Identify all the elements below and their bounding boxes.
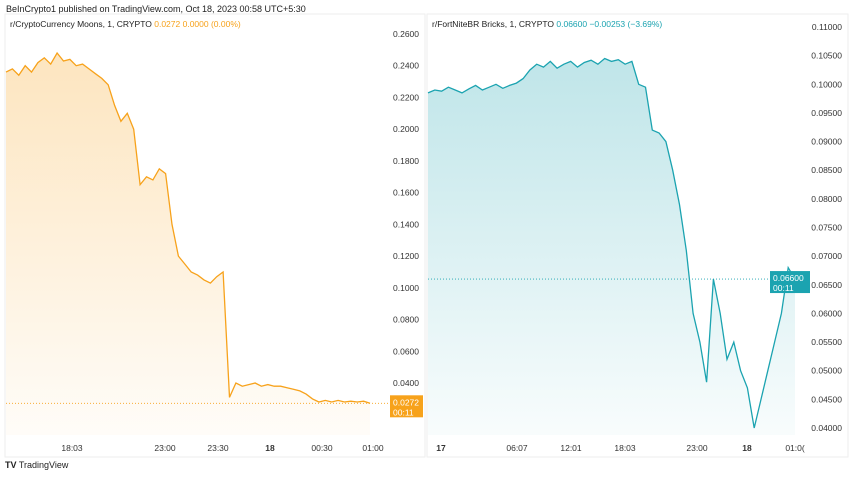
x-tick-label: 18:03 xyxy=(61,443,83,453)
y-tick-label: 0.2000 xyxy=(393,124,419,134)
price-badge-value: 0.0272 xyxy=(393,397,419,407)
y-tick-label: 0.1200 xyxy=(393,251,419,261)
x-tick-label: 01:00 xyxy=(362,443,384,453)
y-tick-label: 0.07500 xyxy=(811,223,842,233)
y-tick-label: 0.04000 xyxy=(811,423,842,433)
last-value: 0.0272 xyxy=(154,19,182,29)
y-tick-label: 0.1800 xyxy=(393,156,419,166)
y-tick-label: 0.07000 xyxy=(811,251,842,261)
x-tick-label: 23:00 xyxy=(154,443,176,453)
price-badge-countdown: 00:11 xyxy=(773,283,794,293)
x-tick-label: 01:0( xyxy=(785,443,805,453)
x-tick-label: 06:07 xyxy=(506,443,528,453)
y-tick-label: 0.2600 xyxy=(393,29,419,39)
price-badge-value: 0.06600 xyxy=(773,273,804,283)
y-tick-label: 0.2400 xyxy=(393,61,419,71)
tradingview-logo: TV TradingView xyxy=(5,460,69,470)
chart-pane-2: 0.11000 0.10500 0.10000 0.09500 0.09000 0.085… xyxy=(426,13,849,458)
y-tick-label: 0.05000 xyxy=(811,366,842,376)
x-tick-label: 12:01 xyxy=(560,443,582,453)
y-tick-label: 0.09000 xyxy=(811,137,842,147)
y-tick-label: 0.08000 xyxy=(811,194,842,204)
y-tick-label: 0.1600 xyxy=(393,188,419,198)
x-tick-label: 17 xyxy=(436,443,446,453)
y-tick-label: 0.0400 xyxy=(393,378,419,388)
price-badge xyxy=(390,395,423,418)
y-tick-label: 0.06500 xyxy=(811,280,842,290)
y-tick-label: 0.1400 xyxy=(393,219,419,229)
y-tick-label: 0.10000 xyxy=(811,79,842,89)
x-tick-label: 00:30 xyxy=(311,443,333,453)
area-fill xyxy=(428,58,795,435)
price-line xyxy=(427,57,796,429)
area-fill xyxy=(6,53,370,435)
change-value: 0.0000 (0.00%) xyxy=(183,19,241,29)
y-tick-label: 0.09500 xyxy=(811,108,842,118)
legend: r/FortNiteBR Bricks, 1, CRYPTO 0.06600 −… xyxy=(432,19,662,29)
symbol-name: r/CryptoCurrency Moons, 1, CRYPTO xyxy=(10,19,154,29)
publish-info: BeInCrypto1 published on TradingView.com… xyxy=(6,4,306,14)
y-tick-label: 0.10500 xyxy=(811,51,842,61)
y-tick-label: 0.05500 xyxy=(811,337,842,347)
y-tick-label: 0.0600 xyxy=(393,346,419,356)
x-tick-label: 18 xyxy=(742,443,752,453)
x-tick-label: 18 xyxy=(265,443,275,453)
last-value: 0.06600 xyxy=(556,19,589,29)
symbol-name: r/FortNiteBR Bricks, 1, CRYPTO xyxy=(432,19,556,29)
price-badge xyxy=(770,271,810,294)
change-value: −0.00253 (−3.69%) xyxy=(589,19,662,29)
price-line xyxy=(5,51,371,404)
price-badge-countdown: 00:11 xyxy=(393,407,414,417)
x-tick-label: 23:30 xyxy=(207,443,229,453)
y-tick-label: 0.04500 xyxy=(811,394,842,404)
legend: r/CryptoCurrency Moons, 1, CRYPTO 0.0272… xyxy=(10,19,241,29)
x-tick-label: 18:03 xyxy=(614,443,636,453)
y-tick-label: 0.11000 xyxy=(812,22,842,32)
y-tick-label: 0.2200 xyxy=(393,92,419,102)
chart-pane-1: 0.2600 0.2400 0.2200 0.2000 0.1800 0.1600 0.14… xyxy=(4,13,426,458)
y-tick-label: 0.06000 xyxy=(811,308,842,318)
y-tick-label: 0.0800 xyxy=(393,315,419,325)
y-tick-label: 0.1000 xyxy=(393,283,419,293)
y-tick-label: 0.08500 xyxy=(811,165,842,175)
x-tick-label: 23:00 xyxy=(686,443,708,453)
